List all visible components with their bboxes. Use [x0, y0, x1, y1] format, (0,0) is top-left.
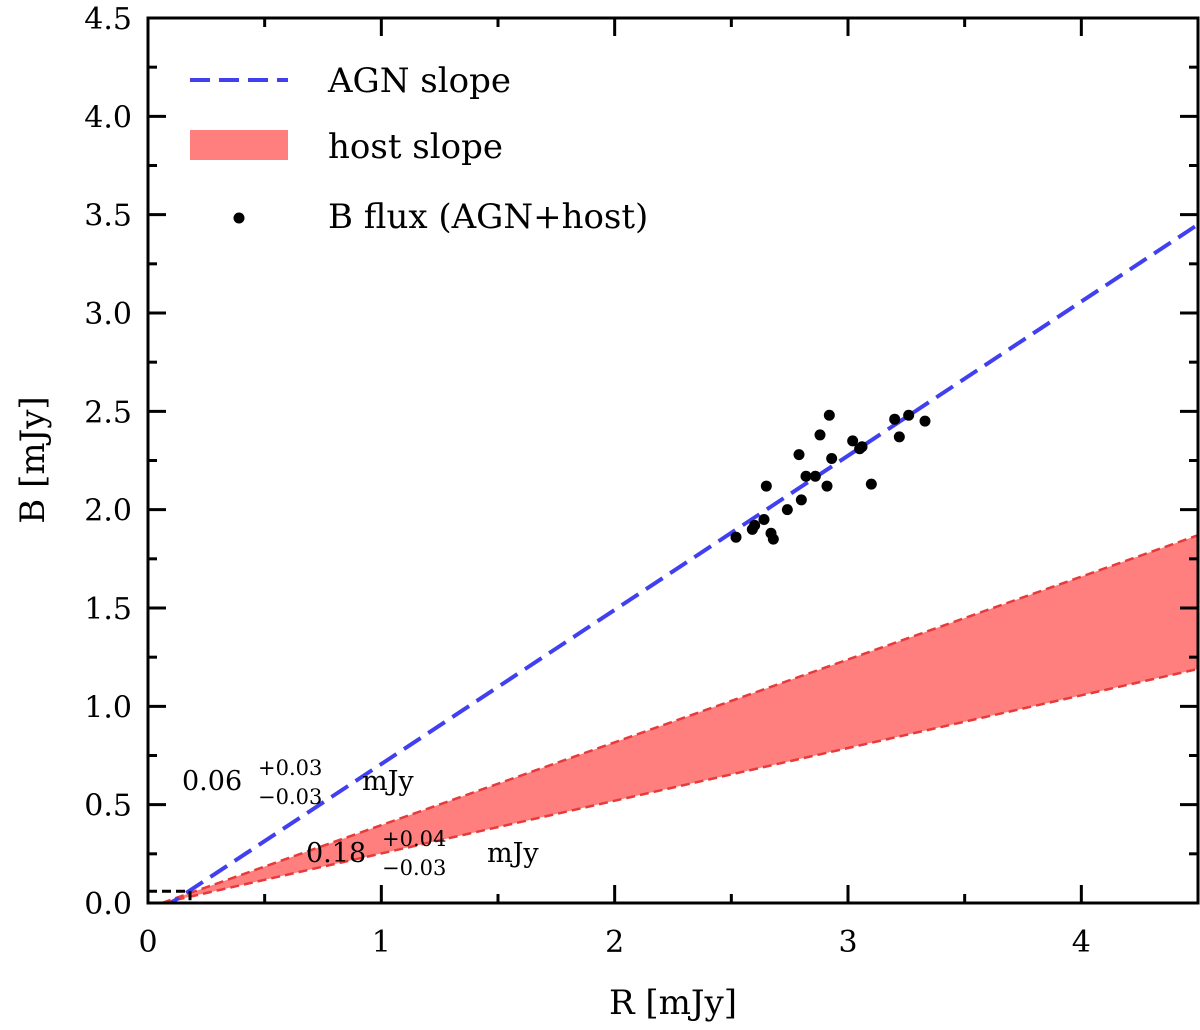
y-tick-label: 3.0	[84, 297, 132, 332]
x-axis-label: R [mJy]	[609, 983, 737, 1023]
data-point	[795, 494, 807, 506]
agn-intercept-minus: −0.03	[258, 785, 322, 809]
legend-agn-label: AGN slope	[327, 61, 511, 101]
agn-intercept-annotation: 0.06 +0.03 −0.03 mJy	[182, 756, 414, 809]
y-tick-label: 4.0	[84, 100, 132, 135]
y-tick-label: 2.5	[84, 395, 132, 430]
agn-slope-layer	[167, 222, 1198, 903]
y-tick-label: 0.0	[84, 887, 132, 922]
legend: AGN slope host slope B flux (AGN+host)	[190, 61, 648, 237]
y-tick-label: 1.5	[84, 592, 132, 627]
x-tick-label: 4	[1072, 925, 1091, 960]
data-point	[800, 470, 812, 482]
data-point	[781, 504, 793, 516]
y-tick-label: 0.5	[84, 789, 132, 824]
legend-flux-swatch	[233, 212, 245, 224]
data-point	[826, 453, 838, 465]
host-slope-lower-edge	[161, 667, 1198, 903]
data-point	[903, 409, 915, 421]
y-tick-label: 1.0	[84, 690, 132, 725]
y-tick-label: 2.0	[84, 494, 132, 529]
agn-slope-line	[167, 222, 1198, 903]
agn-intercept-value: 0.06	[182, 766, 242, 797]
legend-host-label: host slope	[328, 127, 503, 167]
data-point	[919, 415, 931, 427]
agn-intercept-plus: +0.03	[258, 756, 322, 780]
data-point	[814, 429, 826, 441]
data-point	[823, 409, 835, 421]
ticks-layer	[146, 16, 1200, 905]
y-axis-label: B [mJy]	[13, 396, 53, 523]
legend-host-swatch	[190, 130, 288, 160]
data-points-layer	[730, 409, 931, 545]
host-intercept-value: 0.18	[306, 838, 366, 869]
y-tick-labels: 0.0 0.5 1.0 1.5 2.0 2.5 3.0 3.5 4.0 4.5	[84, 2, 132, 922]
host-intercept-annotation: 0.18 +0.04 −0.03 mJy	[306, 827, 539, 880]
data-point	[749, 519, 761, 531]
agn-intercept-unit: mJy	[362, 766, 414, 797]
data-point	[793, 449, 805, 461]
x-tick-label: 3	[838, 925, 857, 960]
x-tick-label: 2	[605, 925, 624, 960]
host-slope-upper-edge	[161, 534, 1198, 903]
host-intercept-minus: −0.03	[382, 856, 446, 880]
data-point	[889, 413, 901, 425]
x-tick-labels: 0 1 2 3 4	[138, 925, 1090, 960]
data-point	[865, 478, 877, 490]
data-point	[856, 441, 868, 453]
data-point	[821, 480, 833, 492]
data-point	[760, 480, 772, 492]
data-point	[893, 431, 905, 443]
intercept-marker-layer	[148, 889, 192, 903]
x-tick-label: 1	[372, 925, 391, 960]
x-tick-label: 0	[138, 925, 157, 960]
y-tick-label: 3.5	[84, 199, 132, 234]
host-slope-layer	[161, 534, 1198, 903]
host-intercept-plus: +0.04	[382, 827, 446, 851]
y-tick-label: 4.5	[84, 2, 132, 37]
data-point	[847, 435, 859, 447]
data-point	[809, 470, 821, 482]
data-point	[758, 514, 770, 525]
data-point	[730, 531, 742, 543]
data-point	[767, 533, 779, 545]
host-intercept-unit: mJy	[487, 838, 539, 869]
legend-flux-label: B flux (AGN+host)	[328, 197, 648, 237]
